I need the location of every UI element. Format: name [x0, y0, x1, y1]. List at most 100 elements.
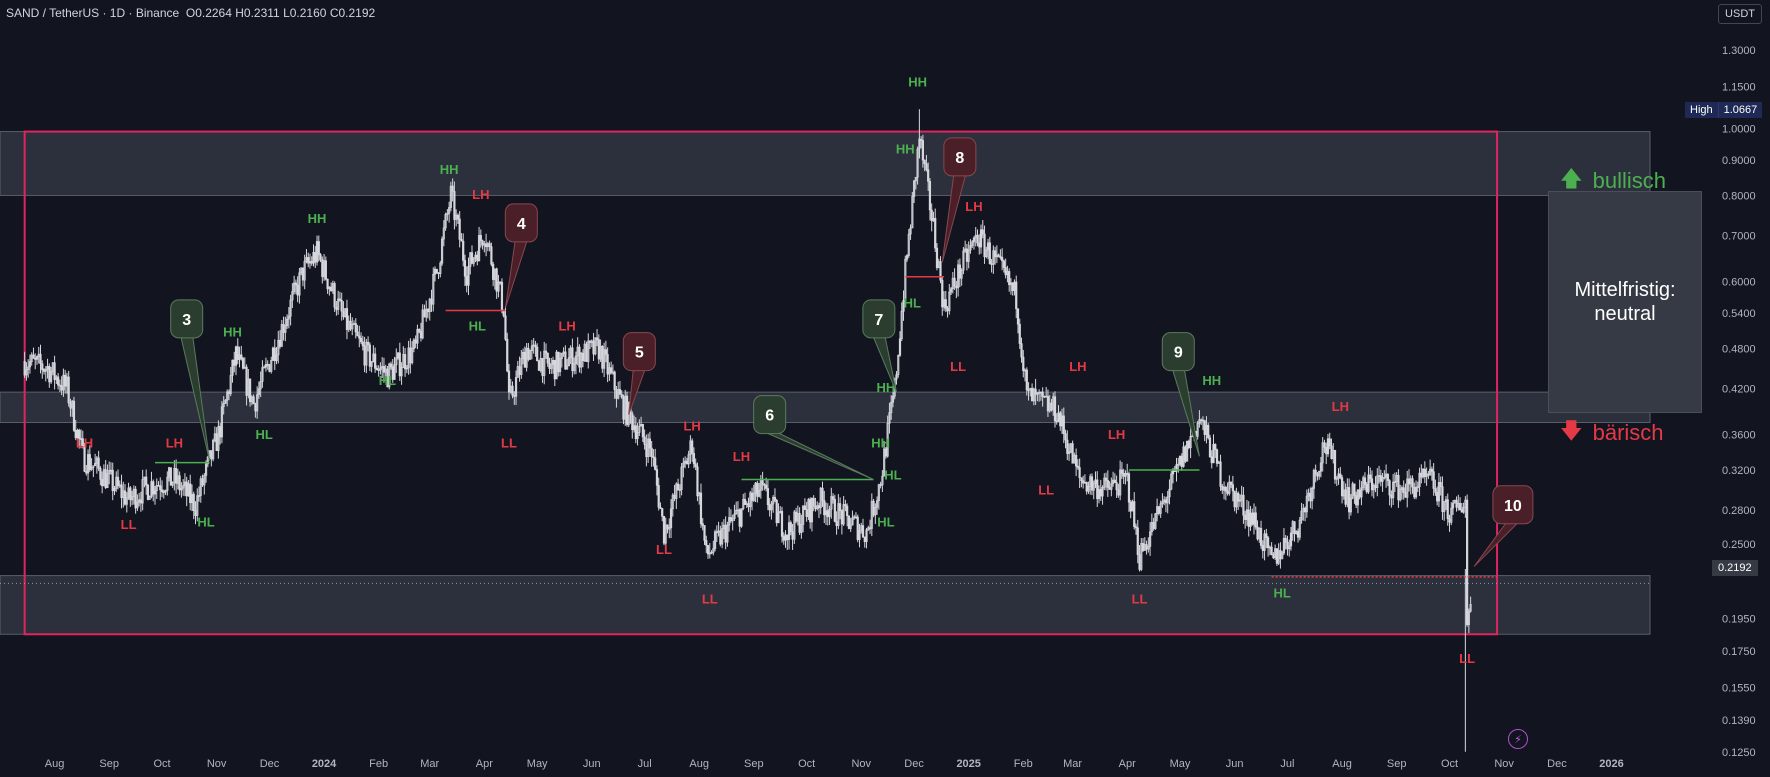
candle-body — [622, 396, 625, 420]
candle-body — [1286, 541, 1289, 550]
candle-body — [1076, 465, 1079, 468]
candle-body — [927, 169, 930, 182]
candles-layer — [23, 109, 1472, 752]
candle-body — [499, 281, 502, 284]
lightning-icon[interactable]: ⚡ — [1508, 729, 1528, 749]
structure-labels-layer: LH LL LH HL HH HL HH HL HH LH HL LL LH LH LL LH LL HH HL HL… — [76, 75, 1475, 666]
candle-body — [1311, 488, 1314, 502]
candle-body — [303, 260, 306, 281]
candle-body — [25, 369, 28, 376]
bubble-box — [753, 395, 787, 435]
candle-body — [585, 343, 588, 362]
last-price-tag: 0.2192 — [1712, 560, 1758, 576]
candle-body — [1208, 437, 1212, 458]
candle-body — [335, 307, 338, 310]
candle-body — [333, 283, 336, 308]
candle-body — [1078, 467, 1081, 479]
candle-body — [826, 510, 829, 518]
candle-body — [405, 367, 408, 370]
candle-body — [1369, 474, 1372, 480]
candle-body — [1016, 308, 1020, 325]
candle-body — [356, 331, 359, 337]
candle-body — [1279, 550, 1282, 560]
candle-body — [518, 366, 521, 375]
candle-body — [257, 388, 261, 395]
currency-button[interactable]: USDT — [1718, 4, 1762, 24]
x-tick-label: Sep — [1387, 758, 1407, 770]
candle-body — [1469, 604, 1472, 612]
candle-body — [872, 500, 875, 516]
candle-body — [1416, 486, 1419, 489]
y-tick-label: 0.9000 — [1722, 155, 1756, 167]
candle-body — [197, 495, 201, 497]
structure-label-ll: LL — [501, 435, 517, 450]
candle-body — [1446, 499, 1449, 520]
candle-body — [44, 368, 47, 372]
candle-body — [1360, 487, 1363, 498]
symbol-header: SAND / TetherUS · 1D · Binance O0.2264 H… — [6, 6, 375, 20]
candle-body — [669, 508, 673, 528]
candle-body — [581, 352, 585, 362]
candle-body — [259, 381, 262, 390]
candle-body — [374, 353, 377, 369]
midterm-box: Mittelfristig: neutral — [1548, 191, 1702, 413]
candle-body — [620, 394, 623, 398]
candle-body — [340, 300, 343, 312]
candle-body — [657, 485, 660, 508]
candle-body — [1129, 501, 1132, 512]
candle-body — [139, 499, 142, 504]
candle-body — [1152, 522, 1155, 529]
y-tick-label: 0.1750 — [1722, 646, 1756, 658]
candle-body — [1335, 478, 1338, 480]
candle-body — [1180, 455, 1183, 467]
candle-body — [1466, 499, 1469, 625]
candle-body — [1117, 489, 1120, 496]
candle-body — [699, 492, 703, 524]
candle-body — [504, 315, 507, 340]
candle-body — [1392, 481, 1395, 499]
candle-body — [715, 531, 718, 534]
candle-body — [595, 337, 599, 340]
candle-body — [941, 279, 944, 308]
candle-body — [287, 315, 290, 320]
candle-body — [160, 489, 164, 493]
bubble-box — [504, 203, 538, 243]
candle-body — [530, 345, 533, 351]
candle-body — [467, 266, 470, 286]
candle-body — [1323, 442, 1326, 448]
candle-body — [125, 497, 128, 505]
candle-body — [529, 350, 532, 360]
candle-body — [1265, 533, 1268, 538]
price-axis-ticks: 1.3000 1.1500 1.0000 0.9000 0.8000 0.7000 0.60… — [0, 45, 1756, 759]
structure-label-lh: LH — [683, 419, 700, 434]
candle-body — [83, 445, 86, 472]
candle-body — [990, 263, 993, 265]
candle-body — [587, 340, 590, 362]
candle-body — [449, 185, 452, 208]
bubble-number: 5 — [635, 345, 644, 362]
candle-body — [858, 530, 861, 540]
candle-body — [791, 531, 794, 540]
candle-body — [793, 511, 796, 540]
structure-label-ll: LL — [121, 517, 137, 532]
candle-body — [1321, 442, 1324, 464]
candle-body — [403, 354, 407, 370]
candle-body — [849, 524, 852, 529]
candle-body — [361, 341, 364, 347]
candle-body — [435, 268, 438, 274]
candle-body — [546, 352, 549, 364]
candle-body — [166, 476, 169, 491]
candle-body — [828, 508, 831, 518]
candle-body — [310, 261, 313, 264]
candle-body — [1221, 486, 1224, 491]
candle-body — [560, 352, 563, 359]
candle-body — [696, 466, 699, 497]
candle-body — [1092, 483, 1095, 491]
candle-body — [240, 354, 243, 359]
candle-body — [573, 363, 576, 372]
candle-body — [266, 364, 269, 366]
candle-body — [724, 524, 727, 543]
candle-body — [99, 467, 102, 480]
candle-body — [1214, 444, 1217, 451]
